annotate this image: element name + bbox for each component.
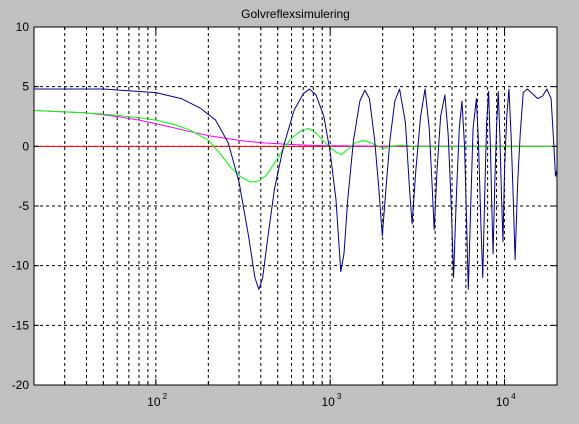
y-tick-label: -5 (18, 199, 29, 213)
series-lines (33, 88, 558, 291)
x-tick-label: 10 (147, 395, 161, 409)
series-line-3 (33, 110, 557, 183)
plot-area (34, 27, 557, 385)
series-line-4 (34, 88, 558, 291)
x-tick-label-exponent: 3 (337, 392, 342, 401)
x-tick-label: 10 (322, 395, 336, 409)
y-tick-label: -20 (12, 378, 30, 392)
y-tick-label: 5 (22, 80, 29, 94)
y-tick-label: 0 (22, 139, 29, 153)
x-tick-label-exponent: 2 (163, 392, 168, 401)
x-tick-label: 10 (496, 395, 510, 409)
chart-title: Golvreflexsimulering (241, 7, 350, 21)
y-tick-label: -15 (12, 318, 30, 332)
series-line-2 (33, 110, 558, 147)
y-tick-label: 10 (16, 20, 30, 34)
x-tick-label-exponent: 4 (511, 392, 516, 401)
y-tick-label: -10 (12, 259, 30, 273)
